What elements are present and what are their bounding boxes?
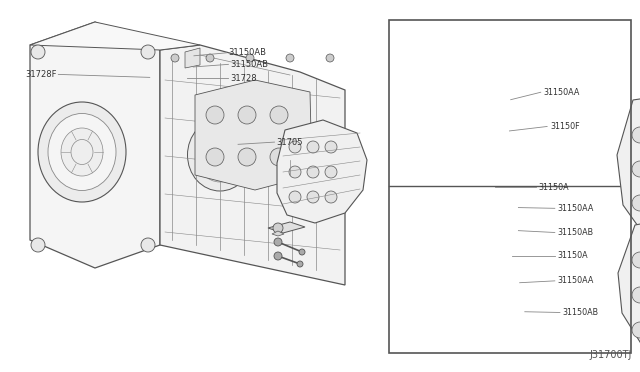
Text: 31150AB: 31150AB [230,60,268,69]
Circle shape [632,127,640,143]
Polygon shape [195,80,312,190]
Circle shape [307,166,319,178]
Circle shape [632,322,640,338]
Circle shape [206,54,214,62]
Circle shape [299,249,305,255]
Circle shape [632,161,640,177]
Circle shape [171,54,179,62]
Text: 31728: 31728 [230,74,257,83]
Circle shape [270,106,288,124]
Circle shape [632,195,640,211]
Circle shape [31,45,45,59]
Circle shape [238,106,256,124]
Text: 31150AA: 31150AA [544,88,580,97]
Circle shape [246,54,254,62]
Circle shape [286,54,294,62]
Text: 31728F: 31728F [25,70,56,79]
Polygon shape [618,213,640,360]
Polygon shape [160,45,345,285]
Polygon shape [30,22,160,268]
Circle shape [206,106,224,124]
Polygon shape [185,48,200,68]
Circle shape [632,252,640,268]
Ellipse shape [61,128,103,176]
Circle shape [141,238,155,252]
Circle shape [273,223,283,233]
Circle shape [270,148,288,166]
Polygon shape [277,120,367,223]
Polygon shape [30,22,200,50]
Circle shape [31,238,45,252]
Circle shape [274,252,282,260]
Circle shape [326,54,334,62]
Text: 31705: 31705 [276,138,303,147]
Ellipse shape [38,102,126,202]
Text: J31700TJ: J31700TJ [589,350,632,360]
Circle shape [206,148,224,166]
Text: 31150AB: 31150AB [558,228,594,237]
Polygon shape [272,231,284,236]
Circle shape [325,191,337,203]
Text: 31150A: 31150A [558,251,588,260]
Circle shape [289,141,301,153]
Bar [389,20,631,353]
Circle shape [307,141,319,153]
Text: 31150A: 31150A [539,183,569,192]
Text: 31150AB: 31150AB [563,308,599,317]
Circle shape [141,45,155,59]
Ellipse shape [188,119,253,191]
Polygon shape [617,90,640,253]
Circle shape [632,229,640,245]
Text: 31150AB: 31150AB [228,48,266,57]
Circle shape [297,261,303,267]
Circle shape [307,191,319,203]
Circle shape [238,148,256,166]
Circle shape [289,166,301,178]
Text: 31150AA: 31150AA [558,276,594,285]
Polygon shape [268,222,305,233]
Text: 31150F: 31150F [550,122,580,131]
Circle shape [632,287,640,303]
Circle shape [325,141,337,153]
Text: 31150AA: 31150AA [558,204,594,213]
Circle shape [274,238,282,246]
Circle shape [289,191,301,203]
Ellipse shape [48,113,116,190]
Circle shape [325,166,337,178]
